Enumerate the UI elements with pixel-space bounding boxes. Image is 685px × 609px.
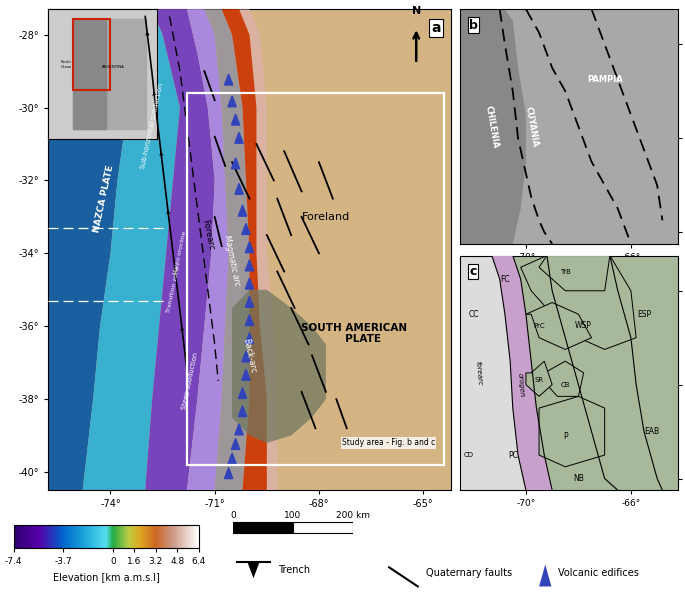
Polygon shape	[239, 9, 277, 490]
Text: CB: CB	[560, 382, 570, 388]
Polygon shape	[242, 224, 250, 234]
Polygon shape	[232, 438, 240, 449]
Polygon shape	[222, 9, 267, 490]
Text: NB: NB	[573, 474, 584, 483]
Polygon shape	[245, 260, 253, 271]
Polygon shape	[152, 91, 156, 96]
Polygon shape	[460, 256, 526, 490]
Text: Trench: Trench	[278, 565, 310, 575]
Polygon shape	[83, 9, 180, 490]
Polygon shape	[245, 297, 253, 308]
Polygon shape	[235, 183, 243, 194]
Polygon shape	[245, 242, 253, 253]
Polygon shape	[228, 453, 236, 464]
Polygon shape	[245, 315, 253, 325]
Text: CC: CC	[468, 310, 479, 319]
Polygon shape	[232, 158, 240, 169]
Text: Quaternary faults: Quaternary faults	[426, 568, 512, 578]
Polygon shape	[187, 9, 229, 490]
Polygon shape	[232, 290, 326, 443]
Text: b: b	[469, 18, 478, 32]
Text: FC: FC	[500, 275, 510, 284]
Text: PrC: PrC	[533, 323, 545, 329]
Polygon shape	[225, 74, 233, 85]
Polygon shape	[204, 9, 249, 490]
Polygon shape	[48, 9, 138, 490]
Polygon shape	[145, 31, 149, 35]
Text: CD: CD	[463, 452, 473, 458]
Polygon shape	[245, 278, 253, 289]
Text: CHILENIA: CHILENIA	[484, 104, 500, 149]
Text: c: c	[469, 265, 476, 278]
Polygon shape	[247, 561, 260, 579]
Text: Foreland: Foreland	[302, 212, 350, 222]
Polygon shape	[539, 256, 610, 290]
Polygon shape	[235, 132, 243, 143]
Text: N: N	[412, 7, 421, 16]
Text: P: P	[563, 432, 568, 441]
Polygon shape	[238, 406, 247, 417]
Text: Magmatic arc: Magmatic arc	[223, 234, 242, 287]
Polygon shape	[173, 268, 177, 272]
Polygon shape	[539, 396, 605, 466]
Text: CUYANIA: CUYANIA	[523, 105, 539, 147]
X-axis label: Elevation [km a.m.s.l]: Elevation [km a.m.s.l]	[53, 572, 160, 582]
Text: Study area - Fig. b and c: Study area - Fig. b and c	[342, 438, 435, 448]
Text: forearc: forearc	[475, 361, 483, 385]
Polygon shape	[166, 209, 171, 214]
Text: PC: PC	[508, 451, 518, 460]
Text: Maipo orocline: Maipo orocline	[173, 231, 187, 275]
Text: Steep subduction: Steep subduction	[182, 352, 199, 410]
Polygon shape	[242, 351, 250, 362]
Polygon shape	[526, 361, 552, 396]
Text: WSP: WSP	[575, 322, 592, 331]
Text: Sub-horizontal subduction: Sub-horizontal subduction	[140, 82, 164, 169]
Text: Volcanic edifices: Volcanic edifices	[558, 568, 638, 578]
Polygon shape	[539, 565, 551, 586]
Text: NAZCA PLATE: NAZCA PLATE	[92, 164, 115, 233]
Text: EAB: EAB	[645, 427, 660, 436]
Text: SOUTH AMERICAN
     PLATE: SOUTH AMERICAN PLATE	[301, 323, 407, 344]
Text: PAMPIA: PAMPIA	[587, 75, 623, 84]
Polygon shape	[238, 205, 247, 216]
Text: Back-arc: Back-arc	[241, 337, 258, 374]
Polygon shape	[232, 114, 240, 125]
Text: SR: SR	[534, 377, 544, 383]
Polygon shape	[492, 256, 552, 490]
Polygon shape	[225, 468, 233, 479]
Polygon shape	[242, 369, 250, 380]
Polygon shape	[238, 387, 247, 398]
Bar	[187, 93, 444, 465]
Text: 0: 0	[230, 511, 236, 520]
Text: Forearc: Forearc	[200, 219, 216, 252]
Text: Transition zone: Transition zone	[166, 266, 180, 314]
Polygon shape	[180, 326, 184, 331]
Text: a: a	[432, 21, 441, 35]
Polygon shape	[145, 9, 214, 490]
Text: TrB: TrB	[560, 269, 571, 275]
Polygon shape	[545, 361, 584, 396]
Polygon shape	[228, 96, 236, 107]
Text: orogen: orogen	[516, 372, 525, 397]
Text: 100: 100	[284, 511, 301, 520]
Polygon shape	[245, 333, 253, 343]
Polygon shape	[460, 9, 526, 244]
Text: ESP: ESP	[637, 310, 651, 319]
Polygon shape	[235, 424, 243, 435]
Polygon shape	[521, 256, 636, 350]
Text: 200 km: 200 km	[336, 511, 370, 520]
Bar	[293, 521, 353, 533]
Bar	[233, 521, 293, 533]
Polygon shape	[160, 151, 164, 156]
Polygon shape	[526, 303, 592, 350]
